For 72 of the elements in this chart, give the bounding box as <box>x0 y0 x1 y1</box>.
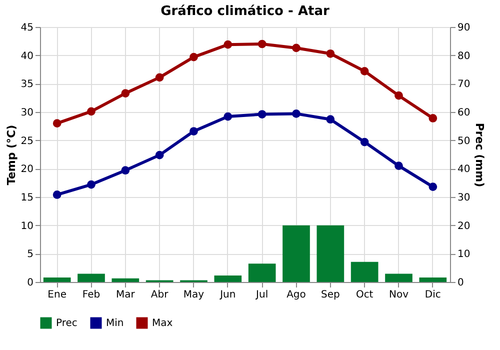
y-tick-label: 10 <box>20 220 34 232</box>
bar <box>43 277 71 282</box>
point <box>87 180 96 189</box>
y-tick-label: 30 <box>20 108 34 118</box>
y-tick-label: 15 <box>20 192 34 204</box>
bar <box>214 275 242 282</box>
y2-tick-label: 60 <box>458 108 470 118</box>
point <box>326 115 335 124</box>
y-tick-label: 35 <box>20 79 34 90</box>
y2-tick-label: 90 <box>458 22 470 34</box>
x-tick-label: Oct <box>356 290 374 300</box>
point <box>258 40 266 48</box>
x-tick-label: Feb <box>82 290 100 300</box>
bar <box>316 225 344 282</box>
bar <box>282 225 310 282</box>
point <box>155 150 164 160</box>
bar <box>248 264 276 282</box>
point <box>360 67 369 76</box>
point <box>87 107 96 116</box>
x-tick-label: Mar <box>116 290 136 300</box>
y2-tick-label: 80 <box>458 50 470 62</box>
y2-tick-label: 0 <box>458 278 464 288</box>
y-tick-label: 40 <box>20 50 34 62</box>
legend-label: Max <box>152 318 173 329</box>
point <box>428 182 438 191</box>
point <box>428 114 438 122</box>
bar <box>385 274 412 282</box>
y2-tick-label: 40 <box>458 164 470 176</box>
legend-label: Prec <box>56 318 78 329</box>
x-tick-label: Ago <box>286 290 306 300</box>
y2-tick-label: 50 <box>458 136 470 147</box>
y-tick-label: 0 <box>27 278 34 288</box>
point <box>224 112 232 121</box>
point <box>292 44 300 52</box>
bar <box>112 278 140 282</box>
y2-tick-label: 30 <box>458 192 470 204</box>
y-tick-label: 5 <box>27 249 34 260</box>
x-tick-label: May <box>183 290 204 300</box>
x-tick-label: Jun <box>219 290 236 300</box>
point <box>190 52 198 62</box>
y2-tick-label: 70 <box>458 79 470 90</box>
point <box>394 91 403 100</box>
point <box>52 119 62 128</box>
y2-tick-label: 10 <box>458 249 470 260</box>
point <box>258 110 266 118</box>
bar <box>350 262 378 282</box>
point <box>326 49 335 58</box>
point <box>394 162 403 170</box>
x-tick-label: Sep <box>320 290 340 300</box>
y-tick-label: 45 <box>20 22 34 34</box>
point <box>292 110 300 118</box>
y-axis-title: Temp (°C) <box>4 124 18 186</box>
chart-title: Gráfico climático - Atar <box>160 4 330 19</box>
point <box>190 127 198 136</box>
x-tick-label: Dic <box>424 290 441 300</box>
y-tick-label: 20 <box>20 164 34 176</box>
legend-label: Min <box>106 318 124 329</box>
y2-tick-label: 20 <box>458 220 470 232</box>
bar <box>78 274 105 282</box>
y2-axis-title: Prec (mm) <box>473 122 486 188</box>
point <box>360 138 369 146</box>
x-tick-label: Nov <box>388 290 409 300</box>
point <box>121 89 130 98</box>
x-tick-label: Abr <box>150 290 170 300</box>
bar <box>419 277 447 282</box>
y-tick-label: 25 <box>20 136 34 147</box>
point <box>224 40 232 49</box>
point <box>155 73 164 82</box>
point <box>52 190 62 199</box>
x-tick-label: Jul <box>255 290 268 300</box>
x-tick-label: Ene <box>48 290 66 300</box>
point <box>121 166 130 175</box>
